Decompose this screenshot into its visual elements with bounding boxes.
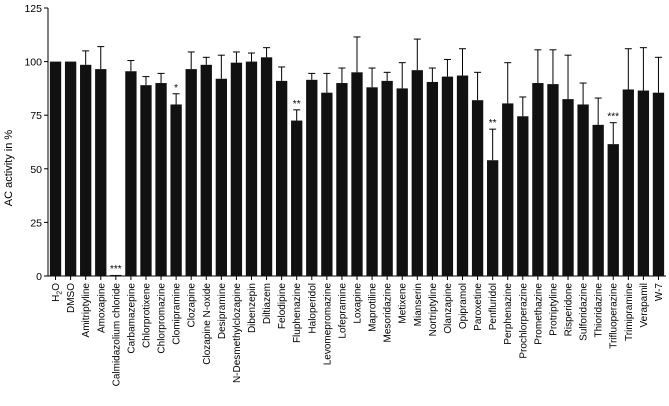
x-tick-label: Felodipine xyxy=(277,283,288,330)
x-tick-label: Calmidazolium chloride xyxy=(111,283,122,387)
bar xyxy=(637,90,650,276)
x-tick-label: Olanzapine xyxy=(443,283,454,334)
x-tick-label: Haloperidol xyxy=(307,283,318,334)
bar xyxy=(622,89,634,276)
x-tick-label: Trimipramine xyxy=(624,283,635,341)
x-tick-label: Metixene xyxy=(398,283,409,324)
x-tick-label: Clomipramine xyxy=(172,283,183,345)
significance-marker: *** xyxy=(607,112,619,123)
x-tick-label: Clozapine N-oxide xyxy=(202,283,213,365)
x-tick-label: Nortriptyline xyxy=(428,283,439,337)
bar xyxy=(306,79,318,276)
error-bars-group xyxy=(82,36,662,161)
bar xyxy=(80,64,92,276)
x-tick-label: Loxapine xyxy=(353,283,364,324)
x-tick-label: Carbamazepine xyxy=(126,283,137,354)
bar xyxy=(321,92,333,276)
bar xyxy=(592,124,604,277)
bar xyxy=(562,99,574,277)
bar xyxy=(441,76,454,276)
bar xyxy=(275,80,288,277)
bar xyxy=(487,160,499,276)
bar xyxy=(502,103,514,277)
bar xyxy=(49,61,62,276)
significance-marker: *** xyxy=(110,264,122,275)
x-tick-label: W-7 xyxy=(654,283,665,302)
x-tick-label: Thioridazine xyxy=(594,283,605,338)
bar xyxy=(366,87,378,276)
x-tick-label: Desipramine xyxy=(217,283,228,340)
significance-group: *********** xyxy=(110,83,619,275)
x-tick-label: Fluphenazine xyxy=(292,283,303,343)
significance-marker: ** xyxy=(293,99,301,110)
bar xyxy=(471,100,484,276)
x-tick-label: Perphenazine xyxy=(503,283,514,345)
x-tick-label: Mianserin xyxy=(413,283,424,326)
bar xyxy=(170,104,182,276)
x-tick-label: Penfluridol xyxy=(488,283,499,330)
bar xyxy=(291,120,303,276)
y-tick-label: 125 xyxy=(24,3,42,15)
x-tick-label: Sulforidazine xyxy=(579,283,590,341)
bars-group xyxy=(49,57,665,277)
x-tick-label: Protriptyline xyxy=(548,283,559,336)
bar xyxy=(125,71,137,276)
y-tick-label: 25 xyxy=(30,217,42,229)
x-tick-label: Chlorprotixene xyxy=(141,283,152,348)
x-tick-label: Clozapine xyxy=(187,283,198,328)
x-tick-label: DMSO xyxy=(66,283,77,313)
significance-marker: ** xyxy=(489,118,497,129)
bar xyxy=(351,72,363,276)
x-tick-label: Amitriptyline xyxy=(81,283,92,338)
bar xyxy=(517,116,529,276)
bar xyxy=(652,92,665,276)
x-tick-label: Levomepromazine xyxy=(322,283,333,366)
x-tick-label: Paroxetine xyxy=(473,283,484,331)
bar xyxy=(200,64,212,276)
bar xyxy=(381,80,393,277)
bar xyxy=(185,69,197,276)
x-tick-label: N-Desmethylclozapine xyxy=(232,283,243,383)
bar xyxy=(607,144,619,276)
bar xyxy=(215,78,227,276)
bar xyxy=(95,69,107,276)
x-tick-label: Verapamil xyxy=(639,283,650,327)
x-tick-label: Amoxapine xyxy=(96,283,107,333)
bar xyxy=(230,62,243,277)
bar xyxy=(396,88,408,277)
bar xyxy=(532,83,544,276)
bar xyxy=(411,70,423,277)
bar xyxy=(155,83,167,276)
y-axis-label: AC activity in % xyxy=(3,130,15,207)
y-tick-label: 75 xyxy=(30,110,42,122)
x-tick-label: Mesoridazine xyxy=(383,283,394,343)
significance-marker: * xyxy=(174,83,178,94)
bar xyxy=(577,104,589,276)
bar xyxy=(64,61,77,276)
x-tick-label: Maprotiline xyxy=(368,283,379,332)
x-tick-label: Trifluoperazine xyxy=(609,283,620,349)
bar xyxy=(336,83,348,276)
bar xyxy=(456,75,469,276)
y-tick-label: 100 xyxy=(24,57,42,69)
x-tick-label: Risperidone xyxy=(564,283,575,337)
x-tick-label: Opipramol xyxy=(458,283,469,329)
x-tick-label: Lofepramine xyxy=(337,283,348,339)
x-tick-label: Prochlorperazine xyxy=(518,283,529,359)
x-tick-labels: H2O DMSO Amitriptyline Amoxapine Calmidazoli… xyxy=(51,276,665,386)
bar xyxy=(140,85,152,277)
y-tick-label: 0 xyxy=(36,271,42,283)
x-tick-label: Chlorpromazine xyxy=(157,283,168,354)
bar xyxy=(426,81,439,276)
bar xyxy=(245,61,258,276)
bar xyxy=(547,84,559,276)
bar xyxy=(110,274,122,276)
y-tick-label: 50 xyxy=(30,164,42,176)
x-tick-label: H2O xyxy=(51,283,64,302)
x-tick-label: Promethazine xyxy=(533,283,544,345)
bar xyxy=(260,57,273,277)
x-tick-label: Dibenzepin xyxy=(247,283,258,333)
x-tick-label: Diltiazem xyxy=(262,283,273,324)
